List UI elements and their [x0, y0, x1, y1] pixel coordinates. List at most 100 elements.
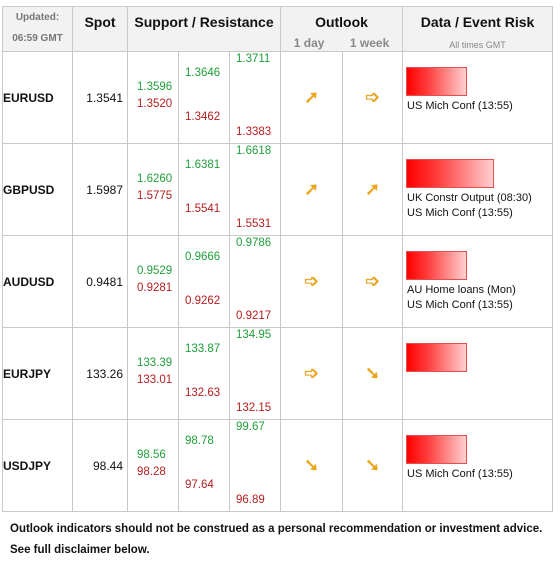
support-1: 0.9281	[137, 282, 173, 294]
outlook-1day-cell: ➘	[280, 419, 344, 512]
sr-col-3: 134.95 132.15	[228, 327, 282, 420]
support-1: 1.3520	[137, 98, 173, 110]
sr-col-2: 0.9666 0.9262	[178, 235, 230, 328]
resistance-2: 133.87	[185, 343, 221, 355]
resistance-3: 1.3711	[236, 53, 271, 65]
sr-col-3: 1.6618 1.5531	[228, 143, 282, 236]
resistance-1: 98.56	[137, 449, 166, 461]
spot-header-label: Spot	[84, 14, 116, 30]
risk-bar	[406, 343, 468, 372]
resistance-1: 133.39	[137, 357, 173, 369]
resistance-2: 1.3646	[185, 67, 221, 79]
outlook-1week-arrow-icon: ➚	[364, 179, 381, 199]
outlook-1day-arrow-icon: ➩	[303, 271, 320, 291]
support-2: 0.9262	[185, 295, 221, 307]
sr-col-3: 1.3711 1.3383	[228, 51, 282, 144]
support-1: 133.01	[137, 374, 173, 386]
outlook-header: Outlook 1 day 1 week	[280, 6, 404, 52]
sr-col-2: 1.3646 1.3462	[178, 51, 230, 144]
pair-name: EURJPY	[2, 327, 73, 420]
support-3: 132.15	[236, 402, 272, 414]
pair-row: EURJPY 133.26 133.39 133.01 133.87 132.6…	[2, 327, 554, 420]
event-risk-cell: AU Home loans (Mon) US Mich Conf (13:55)	[402, 235, 554, 328]
outlook-1day-label: 1 day	[293, 36, 325, 50]
pair-name: AUDUSD	[2, 235, 73, 328]
sr-col-3: 99.67 96.89	[228, 419, 282, 512]
pair-row: AUDUSD 0.9481 0.9529 0.9281 0.9666 0.926…	[2, 235, 554, 328]
spot-price: 98.44	[72, 419, 128, 512]
risk-bar	[406, 159, 495, 188]
pair-row: EURUSD 1.3541 1.3596 1.3520 1.3646 1.346…	[2, 51, 554, 144]
outlook-1day-arrow-icon: ➚	[303, 179, 320, 199]
sr-col-1: 133.39 133.01	[127, 327, 179, 420]
sr-col-1: 0.9529 0.9281	[127, 235, 179, 328]
outlook-1day-arrow-icon: ➚	[303, 87, 320, 107]
support-resistance-label: Support / Resistance	[134, 14, 274, 30]
resistance-3: 0.9786	[236, 237, 272, 249]
event-risk-cell: US Mich Conf (13:55)	[402, 419, 554, 512]
outlook-1week-cell: ➘	[342, 327, 404, 420]
disclaimer: Outlook indicators should not be constru…	[10, 519, 542, 561]
sr-col-1: 1.3596 1.3520	[127, 51, 179, 144]
disclaimer-line-1: Outlook indicators should not be constru…	[10, 523, 543, 535]
support-1: 1.5775	[137, 190, 173, 202]
event-risk-label: Data / Event Risk	[420, 14, 535, 30]
pair-name: EURUSD	[2, 51, 73, 144]
updated-time: 06:59 GMT	[12, 33, 63, 44]
outlook-1day-cell: ➩	[280, 327, 344, 420]
event-risk-cell	[402, 327, 554, 420]
spot-price: 1.5987	[72, 143, 128, 236]
header-row: Updated: 06:59 GMT Spot Support / Resist…	[2, 6, 554, 52]
support-2: 1.5541	[185, 203, 221, 215]
support-1: 98.28	[137, 466, 166, 478]
outlook-label: Outlook	[315, 14, 368, 30]
event-item: US Mich Conf (13:55)	[407, 207, 513, 219]
resistance-2: 98.78	[185, 435, 214, 447]
event-item: US Mich Conf (13:55)	[407, 100, 513, 112]
sr-col-2: 98.78 97.64	[178, 419, 230, 512]
support-3: 1.3383	[236, 126, 272, 138]
event-risk-header: Data / Event Risk All times GMT	[402, 6, 554, 52]
disclaimer-line-2: See full disclaimer below.	[10, 544, 150, 556]
outlook-1week-arrow-icon: ➘	[364, 455, 381, 475]
support-2: 132.63	[185, 387, 221, 399]
updated-label: Updated:	[15, 12, 60, 23]
fx-table: Updated: 06:59 GMT Spot Support / Resist…	[2, 6, 554, 512]
outlook-1week-arrow-icon: ➘	[364, 363, 381, 383]
support-2: 1.3462	[185, 111, 221, 123]
outlook-1week-cell: ➘	[342, 419, 404, 512]
resistance-3: 1.6618	[236, 145, 272, 157]
outlook-1day-arrow-icon: ➩	[303, 363, 320, 383]
support-resistance-header: Support / Resistance	[126, 6, 282, 52]
outlook-1day-arrow-icon: ➘	[303, 455, 320, 475]
pair-row: GBPUSD 1.5987 1.6260 1.5775 1.6381 1.554…	[2, 143, 554, 236]
spot-price: 133.26	[72, 327, 128, 420]
event-item: US Mich Conf (13:55)	[407, 299, 513, 311]
resistance-2: 0.9666	[185, 251, 221, 263]
spot-header: Spot	[72, 6, 128, 52]
spot-price: 1.3541	[72, 51, 128, 144]
pair-row: USDJPY 98.44 98.56 98.28 98.78 97.64 99.…	[2, 419, 554, 512]
outlook-1week-cell: ➚	[342, 143, 404, 236]
sr-col-2: 133.87 132.63	[178, 327, 230, 420]
resistance-2: 1.6381	[185, 159, 221, 171]
risk-bar	[406, 435, 468, 464]
outlook-1day-cell: ➚	[280, 143, 344, 236]
risk-bar	[406, 251, 468, 280]
outlook-1week-cell: ➩	[342, 51, 404, 144]
updated-header: Updated: 06:59 GMT	[2, 6, 73, 52]
event-item: UK Constr Output (08:30)	[407, 192, 532, 204]
outlook-1day-cell: ➩	[280, 235, 344, 328]
sr-col-3: 0.9786 0.9217	[228, 235, 282, 328]
resistance-1: 0.9529	[137, 265, 173, 277]
support-2: 97.64	[185, 479, 214, 491]
sr-col-1: 98.56 98.28	[127, 419, 179, 512]
outlook-1week-arrow-icon: ➩	[364, 87, 381, 107]
sr-col-1: 1.6260 1.5775	[127, 143, 179, 236]
outlook-1week-label: 1 week	[349, 36, 390, 50]
spot-price: 0.9481	[72, 235, 128, 328]
pair-name: USDJPY	[2, 419, 73, 512]
event-item: US Mich Conf (13:55)	[407, 468, 513, 480]
event-item: AU Home loans (Mon)	[407, 284, 516, 296]
